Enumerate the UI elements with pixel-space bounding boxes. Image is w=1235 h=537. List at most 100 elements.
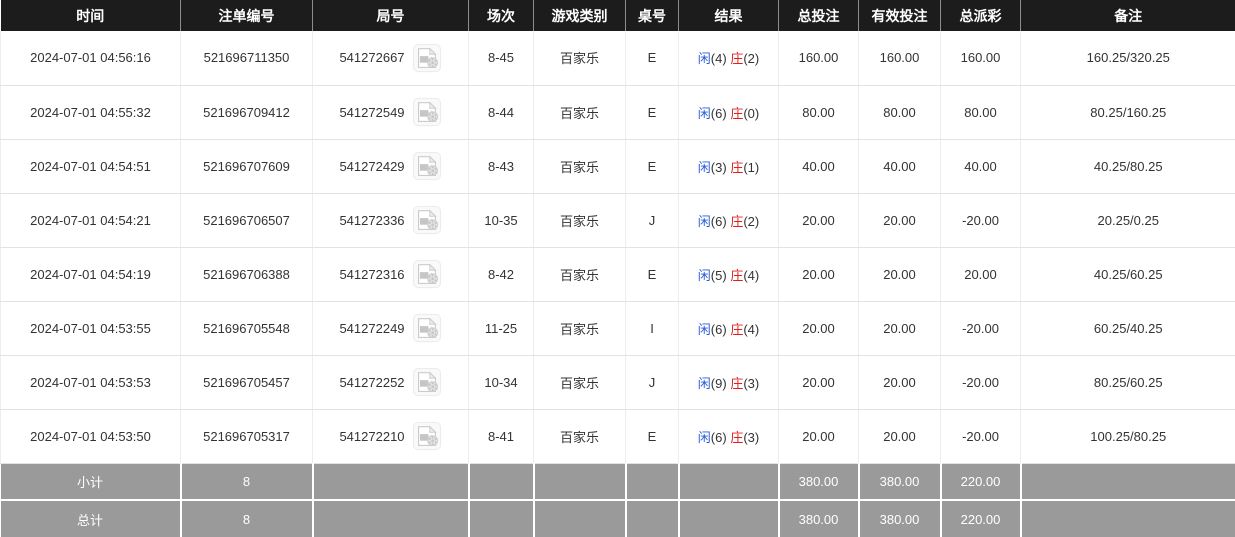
result-player-label: 闲: [698, 51, 711, 66]
cell-result: 闲(6) 庄(2): [679, 193, 779, 247]
cell-session: 10-34: [469, 355, 534, 409]
column-header-total_payout[interactable]: 总派彩: [941, 0, 1021, 31]
video-file-icon[interactable]: [412, 151, 442, 181]
cell-session: 8-44: [469, 85, 534, 139]
video-file-icon[interactable]: [412, 421, 442, 451]
round-no-text: 541272210: [339, 429, 404, 444]
column-header-remark[interactable]: 备注: [1021, 0, 1235, 31]
cell-remark: 20.25/0.25: [1021, 193, 1235, 247]
video-file-icon[interactable]: [412, 97, 442, 127]
cell-round-no: 541272252: [313, 355, 469, 409]
cell-valid-bet: 20.00: [859, 355, 941, 409]
cell-total-payout: 40.00: [941, 139, 1021, 193]
cell-time: 2024-07-01 04:53:55: [1, 301, 181, 355]
summary-valid-bet: 380.00: [859, 500, 941, 537]
video-file-icon[interactable]: [412, 259, 442, 289]
column-header-round_no[interactable]: 局号: [313, 0, 469, 31]
video-file-icon[interactable]: [412, 205, 442, 235]
cell-valid-bet: 20.00: [859, 193, 941, 247]
cell-game-type: 百家乐: [534, 247, 626, 301]
cell-valid-bet: 20.00: [859, 247, 941, 301]
cell-total-bet: 20.00: [779, 247, 859, 301]
column-header-table_no[interactable]: 桌号: [626, 0, 679, 31]
summary-total-payout: 220.00: [941, 463, 1021, 500]
summary-label: 小计: [1, 463, 181, 500]
column-header-valid_bet[interactable]: 有效投注: [859, 0, 941, 31]
cell-order-no: 521696706507: [181, 193, 313, 247]
result-banker-value: (1): [743, 160, 759, 175]
result-banker-value: (2): [743, 51, 759, 66]
cell-order-no: 521696711350: [181, 31, 313, 85]
result-banker-label: 庄: [730, 106, 743, 121]
cell-game-type: 百家乐: [534, 31, 626, 85]
summary-session: [469, 500, 534, 537]
round-no-text: 541272336: [339, 213, 404, 228]
cell-total-payout: -20.00: [941, 301, 1021, 355]
result-banker-label: 庄: [730, 268, 743, 283]
summary-result: [679, 500, 779, 537]
result-banker-label: 庄: [730, 322, 743, 337]
cell-remark: 80.25/60.25: [1021, 355, 1235, 409]
result-player-value: (6): [711, 430, 727, 445]
cell-time: 2024-07-01 04:54:21: [1, 193, 181, 247]
cell-valid-bet: 80.00: [859, 85, 941, 139]
cell-round-no: 541272549: [313, 85, 469, 139]
cell-game-type: 百家乐: [534, 355, 626, 409]
cell-session: 11-25: [469, 301, 534, 355]
cell-table-no: I: [626, 301, 679, 355]
summary-round-no: [313, 500, 469, 537]
column-header-order_no[interactable]: 注单编号: [181, 0, 313, 31]
summary-count: 8: [181, 463, 313, 500]
cell-time: 2024-07-01 04:56:16: [1, 31, 181, 85]
cell-total-bet: 80.00: [779, 85, 859, 139]
cell-total-payout: 80.00: [941, 85, 1021, 139]
summary-total-bet: 380.00: [779, 463, 859, 500]
round-no-text: 541272252: [339, 375, 404, 390]
cell-remark: 160.25/320.25: [1021, 31, 1235, 85]
cell-game-type: 百家乐: [534, 85, 626, 139]
cell-table-no: E: [626, 31, 679, 85]
cell-round-no: 541272336: [313, 193, 469, 247]
video-file-icon[interactable]: [412, 367, 442, 397]
cell-round-no: 541272429: [313, 139, 469, 193]
summary-table-no: [626, 500, 679, 537]
column-header-total_bet[interactable]: 总投注: [779, 0, 859, 31]
cell-total-bet: 160.00: [779, 31, 859, 85]
video-file-icon[interactable]: [412, 43, 442, 73]
cell-time: 2024-07-01 04:53:53: [1, 355, 181, 409]
cell-result: 闲(6) 庄(0): [679, 85, 779, 139]
cell-session: 8-42: [469, 247, 534, 301]
cell-order-no: 521696705457: [181, 355, 313, 409]
column-header-result[interactable]: 结果: [679, 0, 779, 31]
column-header-session[interactable]: 场次: [469, 0, 534, 31]
result-banker-value: (2): [743, 214, 759, 229]
cell-game-type: 百家乐: [534, 301, 626, 355]
video-file-icon[interactable]: [412, 313, 442, 343]
cell-total-bet: 20.00: [779, 355, 859, 409]
cell-table-no: J: [626, 193, 679, 247]
column-header-game_type[interactable]: 游戏类别: [534, 0, 626, 31]
summary-remark: [1021, 463, 1235, 500]
summary-table-no: [626, 463, 679, 500]
cell-remark: 40.25/60.25: [1021, 247, 1235, 301]
cell-round-no: 541272316: [313, 247, 469, 301]
summary-session: [469, 463, 534, 500]
cell-result: 闲(6) 庄(3): [679, 409, 779, 463]
result-player-value: (6): [711, 322, 727, 337]
cell-remark: 60.25/40.25: [1021, 301, 1235, 355]
column-header-time[interactable]: 时间: [1, 0, 181, 31]
cell-valid-bet: 20.00: [859, 409, 941, 463]
cell-total-bet: 20.00: [779, 301, 859, 355]
result-player-value: (9): [711, 376, 727, 391]
